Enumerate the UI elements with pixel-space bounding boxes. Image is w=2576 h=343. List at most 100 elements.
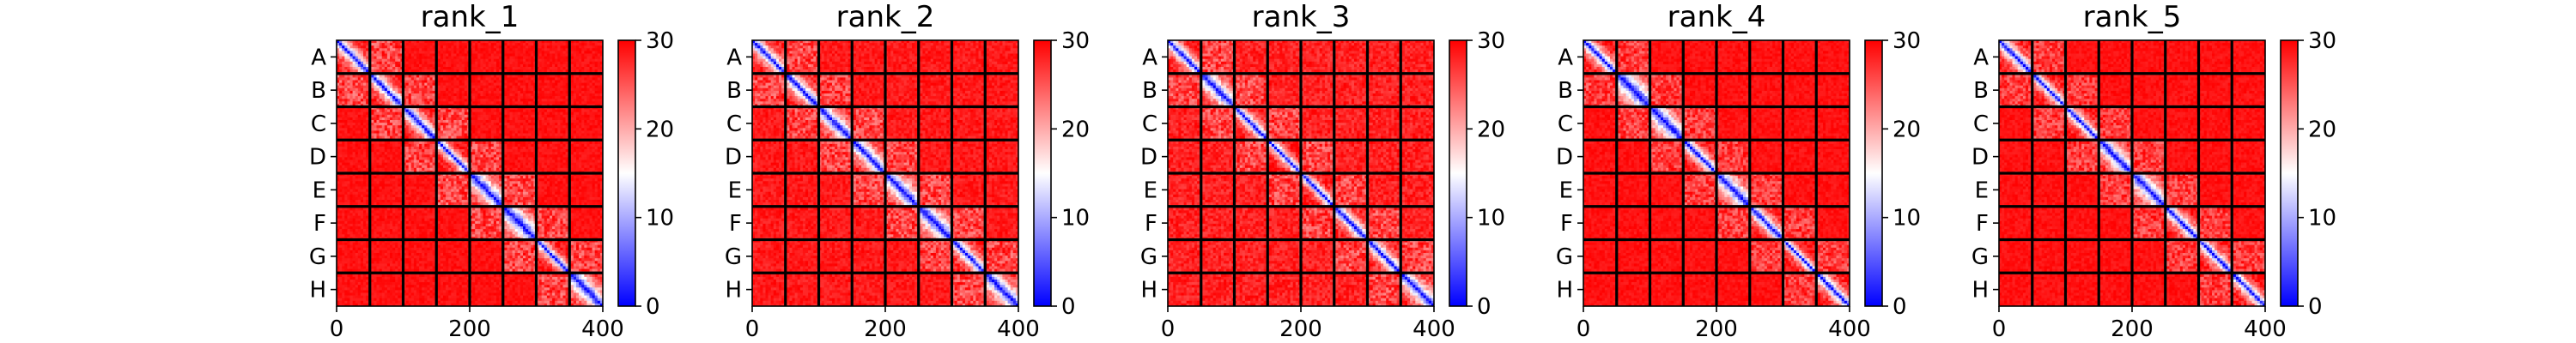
heatmap-cell bbox=[552, 152, 555, 154]
heatmap-cell bbox=[584, 81, 586, 83]
heatmap-cell bbox=[339, 101, 342, 104]
heatmap-cell bbox=[592, 88, 595, 91]
heatmap-cell bbox=[459, 57, 462, 59]
heatmap-cell bbox=[590, 168, 592, 171]
heatmap-cell bbox=[571, 91, 574, 93]
heatmap-cell bbox=[427, 168, 429, 171]
heatmap-cell bbox=[409, 117, 411, 120]
heatmap-cell bbox=[355, 149, 358, 152]
heatmap-cell bbox=[513, 75, 515, 77]
heatmap-cell bbox=[520, 144, 523, 147]
heatmap-cell bbox=[350, 130, 353, 133]
heatmap-cell bbox=[586, 112, 589, 115]
heatmap-cell bbox=[462, 62, 465, 64]
heatmap-cell bbox=[366, 67, 368, 69]
heatmap-cell bbox=[465, 48, 467, 51]
heatmap-cell bbox=[504, 45, 507, 48]
heatmap-cell bbox=[387, 165, 390, 168]
heatmap-cell bbox=[518, 120, 520, 123]
heatmap-cell bbox=[584, 69, 586, 72]
heatmap-cell bbox=[414, 165, 416, 168]
heatmap-cell bbox=[480, 99, 483, 101]
heatmap-cell bbox=[427, 54, 429, 57]
heatmap-cell bbox=[486, 91, 489, 93]
heatmap-cell bbox=[390, 54, 392, 57]
heatmap-cell bbox=[576, 168, 579, 171]
heatmap-cell bbox=[342, 154, 344, 157]
heatmap-cell bbox=[494, 134, 496, 136]
heatmap-cell bbox=[355, 88, 358, 91]
heatmap-cell bbox=[451, 75, 453, 77]
heatmap-cell bbox=[513, 157, 515, 159]
heatmap-cell bbox=[507, 48, 509, 51]
heatmap-cell bbox=[507, 86, 509, 88]
heatmap-cell bbox=[598, 48, 600, 51]
heatmap-cell bbox=[584, 51, 586, 53]
heatmap-cell bbox=[390, 81, 392, 83]
heatmap-cell bbox=[475, 134, 477, 136]
heatmap-cell bbox=[385, 88, 387, 91]
heatmap-cell bbox=[385, 51, 387, 53]
heatmap-cell bbox=[377, 62, 380, 64]
heatmap-cell bbox=[526, 64, 528, 67]
heatmap-cell bbox=[363, 110, 366, 112]
heatmap-cell bbox=[419, 43, 422, 45]
heatmap-cell bbox=[563, 123, 566, 125]
heatmap-cell bbox=[448, 75, 451, 77]
heatmap-cell bbox=[419, 54, 422, 57]
heatmap-cell bbox=[363, 45, 366, 48]
heatmap-cell bbox=[414, 83, 416, 86]
heatmap-cell bbox=[350, 91, 353, 93]
heatmap-cell bbox=[451, 144, 453, 147]
heatmap-cell bbox=[361, 163, 363, 165]
heatmap-cell bbox=[387, 67, 390, 69]
heatmap-cell bbox=[494, 141, 496, 144]
heatmap-cell bbox=[507, 168, 509, 171]
heatmap-cell bbox=[499, 54, 501, 57]
heatmap-cell bbox=[339, 149, 342, 152]
heatmap-cell bbox=[557, 48, 560, 51]
heatmap-cell bbox=[414, 88, 416, 91]
heatmap-cell bbox=[390, 62, 392, 64]
heatmap-cell bbox=[513, 91, 515, 93]
heatmap-cell bbox=[513, 51, 515, 53]
heatmap-cell bbox=[507, 117, 509, 120]
heatmap-cell bbox=[539, 59, 542, 62]
heatmap-cell bbox=[361, 144, 363, 147]
heatmap-cell bbox=[560, 45, 562, 48]
heatmap-cell bbox=[406, 62, 409, 64]
heatmap-cell bbox=[595, 81, 598, 83]
heatmap-cell bbox=[382, 117, 385, 120]
heatmap-cell bbox=[579, 168, 581, 171]
heatmap-cell bbox=[496, 152, 499, 154]
heatmap-cell bbox=[581, 101, 584, 104]
heatmap-cell bbox=[465, 88, 467, 91]
heatmap-cell bbox=[571, 141, 574, 144]
heatmap-cell bbox=[416, 163, 419, 165]
heatmap-cell bbox=[489, 149, 491, 152]
heatmap-cell bbox=[507, 134, 509, 136]
heatmap-cell bbox=[581, 75, 584, 77]
heatmap-cell bbox=[480, 157, 483, 159]
heatmap-cell bbox=[453, 110, 456, 112]
heatmap-cell bbox=[552, 120, 555, 123]
heatmap-cell bbox=[579, 147, 581, 149]
heatmap-cell bbox=[571, 112, 574, 115]
heatmap-cell bbox=[465, 86, 467, 88]
heatmap-cell bbox=[392, 99, 395, 101]
heatmap-cell bbox=[494, 168, 496, 171]
heatmap-cell bbox=[451, 93, 453, 96]
heatmap-cell bbox=[520, 69, 523, 72]
heatmap-cell bbox=[433, 163, 435, 165]
heatmap-cell bbox=[491, 75, 494, 77]
heatmap-cell bbox=[550, 59, 552, 62]
heatmap-cell bbox=[595, 51, 598, 53]
heatmap-cell bbox=[380, 160, 382, 163]
heatmap-cell bbox=[526, 75, 528, 77]
heatmap-cell bbox=[339, 123, 342, 125]
heatmap-cell bbox=[446, 54, 448, 57]
heatmap-cell bbox=[377, 134, 380, 136]
heatmap-cell bbox=[347, 117, 349, 120]
heatmap-cell bbox=[446, 134, 448, 136]
heatmap-cell bbox=[390, 45, 392, 48]
